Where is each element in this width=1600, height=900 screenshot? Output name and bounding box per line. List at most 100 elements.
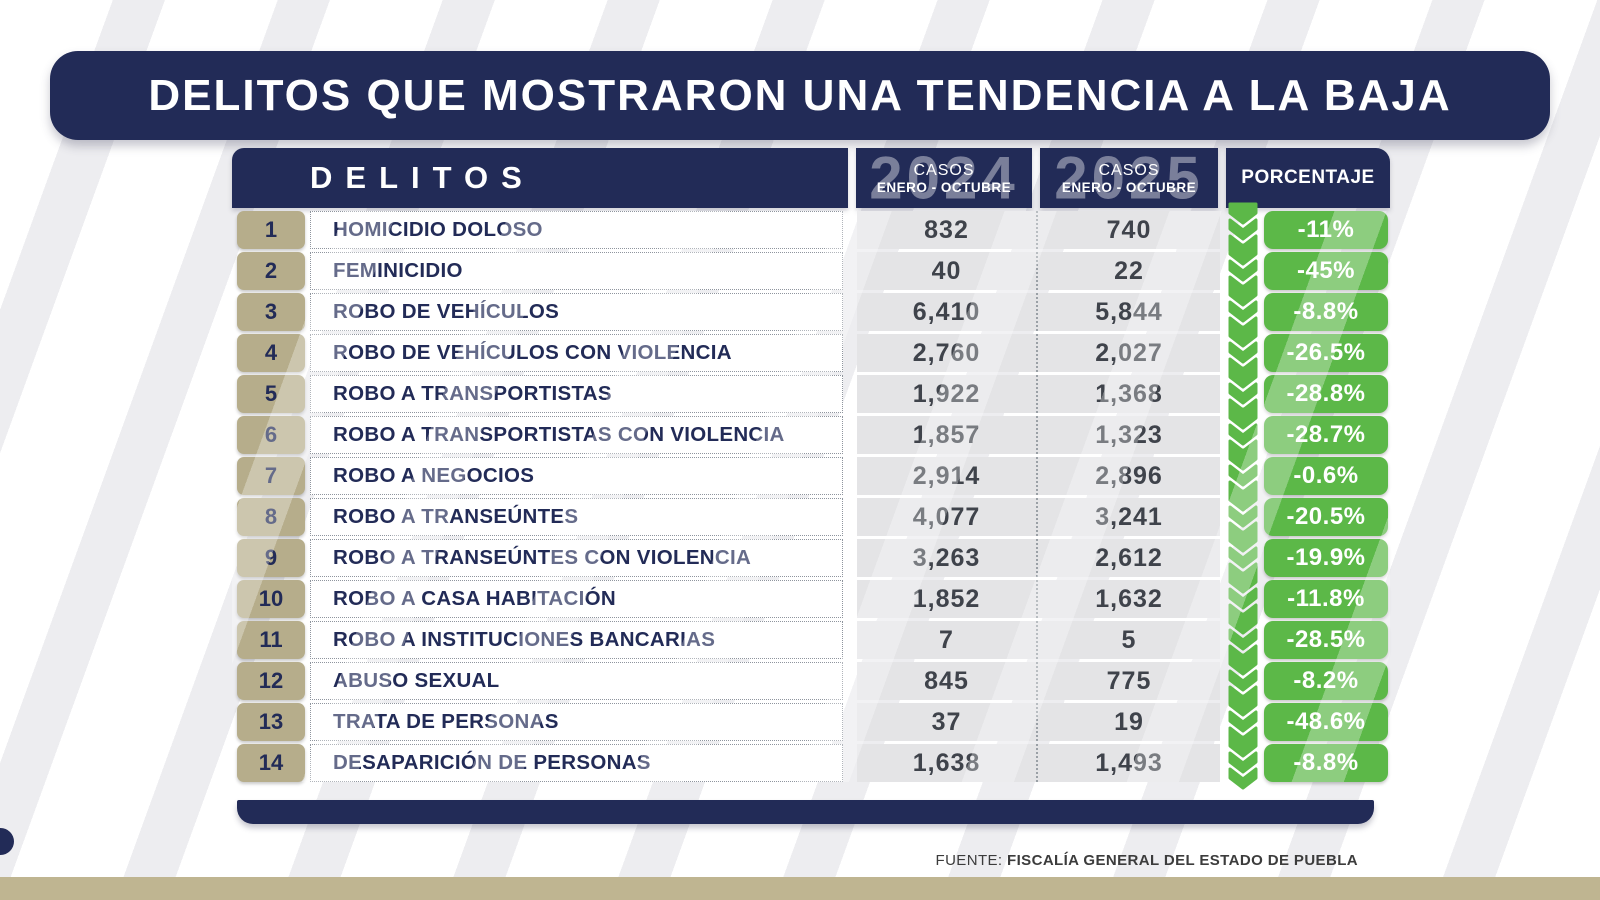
casos-2025-cell: 5 [1121,625,1137,654]
table-row: 2 FEMINICIDIO 40 22 -45% [232,243,1390,298]
triple-chevron-down-icon [1226,734,1260,792]
row-number-badge: 6 [237,416,305,454]
casos-2024-cell: 2,914 [857,457,1038,495]
cases-values-block: 4,077 3,241 [857,498,1220,536]
percentage-badge: -8.8% [1264,293,1388,331]
casos-2024-cell: 6,410 [857,293,1038,331]
row-number-badge: 2 [237,252,305,290]
casos-2025-cell: 2,027 [1095,338,1163,367]
row-number-badge: 12 [237,662,305,700]
page-title: DELITOS QUE MOSTRARON UNA TENDENCIA A LA… [148,70,1452,120]
crime-name-cell: ROBO A NEGOCIOS [310,457,843,495]
casos-2024-cell: 1,857 [857,416,1038,454]
table-row: 8 ROBO A TRANSEÚNTES 4,077 3,241 -20.5% [232,489,1390,544]
row-number-badge: 14 [237,744,305,782]
crime-name-cell: ROBO A TRANSPORTISTAS CON VIOLENCIA [310,416,843,454]
table-row: 3 ROBO DE VEHÍCULOS 6,410 5,844 -8.8% [232,284,1390,339]
crime-table: DELITOS 2024 CASOS ENERO - OCTUBRE 2025 … [232,148,1390,790]
percentage-badge: -11.8% [1264,580,1388,618]
casos-2025-cell: 1,368 [1095,379,1163,408]
crime-name-cell: ROBO A TRANSEÚNTES [310,498,843,536]
casos-2024-cell: 3,263 [857,539,1038,577]
cases-values-block: 1,857 1,323 [857,416,1220,454]
cases-values-block: 2,760 2,027 [857,334,1220,372]
percentage-badge: -48.6% [1264,703,1388,741]
crime-name-cell: ROBO A CASA HABITACIÓN [310,580,843,618]
percentage-badge: -11% [1264,211,1388,249]
percentage-badge: -28.5% [1264,621,1388,659]
percentage-badge: -8.2% [1264,662,1388,700]
percentage-badge: -19.9% [1264,539,1388,577]
table-row: 5 ROBO A TRANSPORTISTAS 1,922 1,368 -28.… [232,366,1390,421]
casos-2025-cell: 775 [1106,666,1152,695]
triple-chevron-down-icon [1226,693,1260,751]
casos-2024-cell: 7 [857,621,1038,659]
casos-label: CASOS [1098,161,1160,179]
cases-values-block: 37 19 [857,703,1220,741]
crime-name-cell: FEMINICIDIO [310,252,843,290]
crime-name-cell: ROBO A TRANSEÚNTES CON VIOLENCIA [310,539,843,577]
table-row: 10 ROBO A CASA HABITACIÓN 1,852 1,632 -1… [232,571,1390,626]
casos-2025-cell: 2,612 [1095,543,1163,572]
source-name: FISCALÍA GENERAL DEL ESTADO DE PUEBLA [1002,852,1358,869]
casos-2024-cell: 37 [857,703,1038,741]
row-number-badge: 5 [237,375,305,413]
header-delitos-label: DELITOS [310,160,535,195]
row-number-badge: 1 [237,211,305,249]
table-body: 1 HOMICIDIO DOLOSO 832 740 -11% 2 FEMINI… [232,202,1390,790]
casos-2024-cell: 1,638 [857,744,1038,782]
table-row: 11 ROBO A INSTITUCIONES BANCARIAS 7 5 -2… [232,612,1390,667]
source-label: FUENTE: [935,852,1003,869]
casos-2024-cell: 2,760 [857,334,1038,372]
casos-2025-cell: 1,632 [1095,584,1163,613]
row-number-badge: 4 [237,334,305,372]
table-row: 1 HOMICIDIO DOLOSO 832 740 -11% [232,202,1390,257]
cases-values-block: 1,922 1,368 [857,375,1220,413]
percentage-badge: -26.5% [1264,334,1388,372]
bottom-tan-bar [0,877,1600,900]
header-delitos: DELITOS [232,148,848,208]
casos-label: CASOS [913,161,975,179]
table-row: 14 DESAPARICIÓN DE PERSONAS 1,638 1,493 … [232,735,1390,790]
casos-2025-cell: 5,844 [1095,297,1163,326]
table-row: 7 ROBO A NEGOCIOS 2,914 2,896 -0.6% [232,448,1390,503]
crime-name-cell: HOMICIDIO DOLOSO [310,211,843,249]
left-edge-dot [0,828,14,855]
casos-2025-cell: 3,241 [1095,502,1163,531]
casos-2024-cell: 1,922 [857,375,1038,413]
cases-values-block: 1,638 1,493 [857,744,1220,782]
crime-name-cell: ABUSO SEXUAL [310,662,843,700]
cases-values-block: 2,914 2,896 [857,457,1220,495]
casos-2025-cell: 1,323 [1095,420,1163,449]
percentage-badge: -28.8% [1264,375,1388,413]
casos-2025-cell: 22 [1114,256,1144,285]
year-2025-watermark: 2025 [1054,148,1204,208]
percentage-badge: -0.6% [1264,457,1388,495]
cases-values-block: 845 775 [857,662,1220,700]
periodo-label: ENERO - OCTUBRE [876,179,1012,195]
percentage-badge: -45% [1264,252,1388,290]
cases-values-block: 6,410 5,844 [857,293,1220,331]
table-row: 4 ROBO DE VEHÍCULOS CON VIOLENCIA 2,760 … [232,325,1390,380]
crime-name-cell: TRATA DE PERSONAS [310,703,843,741]
source-text: FUENTE: FISCALÍA GENERAL DEL ESTADO DE P… [936,852,1358,869]
periodo-label: ENERO - OCTUBRE [1061,179,1197,195]
table-row: 13 TRATA DE PERSONAS 37 19 -48.6% [232,694,1390,749]
row-number-badge: 9 [237,539,305,577]
crime-name-cell: ROBO DE VEHÍCULOS [310,293,843,331]
row-number-badge: 11 [237,621,305,659]
casos-2025-cell: 19 [1114,707,1144,736]
row-number-badge: 8 [237,498,305,536]
cases-values-block: 7 5 [857,621,1220,659]
header-casos-2024: 2024 CASOS ENERO - OCTUBRE [856,148,1032,208]
crime-name-cell: DESAPARICIÓN DE PERSONAS [310,744,843,782]
cases-values-block: 40 22 [857,252,1220,290]
crime-name-cell: ROBO A INSTITUCIONES BANCARIAS [310,621,843,659]
header-porcentaje-label: PORCENTAJE [1241,167,1375,188]
row-number-badge: 10 [237,580,305,618]
casos-2024-cell: 1,852 [857,580,1038,618]
casos-2024-cell: 4,077 [857,498,1038,536]
casos-2025-cell: 2,896 [1095,461,1163,490]
table-row: 12 ABUSO SEXUAL 845 775 -8.2% [232,653,1390,708]
